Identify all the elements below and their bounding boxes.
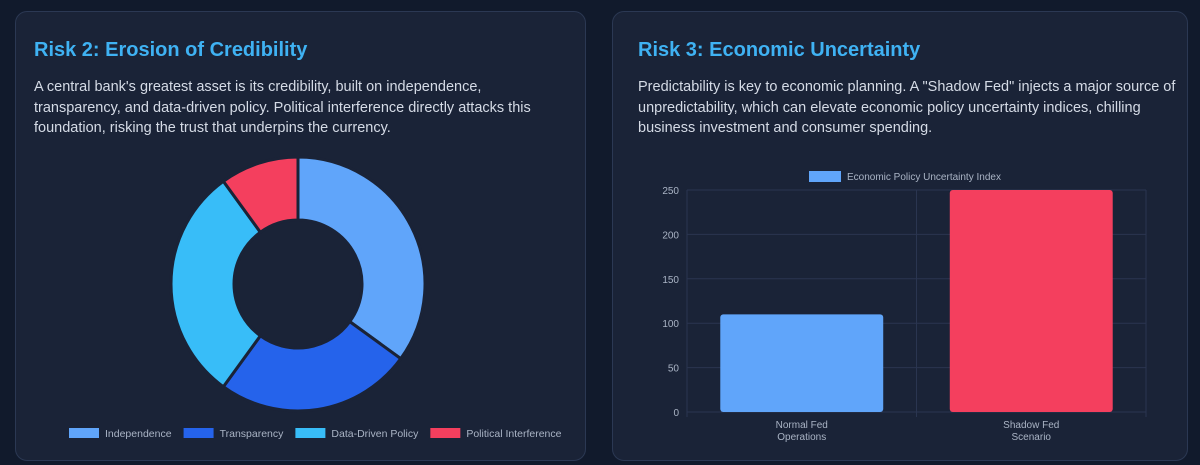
donut-slice-data-driven-policy xyxy=(169,179,263,389)
legend-label: Transparency xyxy=(220,428,285,440)
y-tick-label: 50 xyxy=(668,364,680,375)
legend-swatch xyxy=(809,171,841,182)
risk2-text: A central bank's greatest asset is its c… xyxy=(34,79,531,136)
legend-label: Political Interference xyxy=(466,428,561,440)
risk2-card: Risk 2: Erosion of Credibility A central… xyxy=(15,11,586,461)
y-tick-label: 100 xyxy=(662,319,679,330)
legend-label: Economic Policy Uncertainty Index xyxy=(847,172,1001,183)
risk3-text: Predictability is key to economic planni… xyxy=(638,79,1176,136)
x-tick-label: Scenario xyxy=(1012,432,1052,443)
legend-swatch xyxy=(69,428,99,438)
donut-slice-political-interference xyxy=(221,155,300,235)
risk2-title: Risk 2: Erosion of Credibility xyxy=(34,39,308,61)
y-tick-label: 250 xyxy=(662,186,679,197)
donut-slice-independence xyxy=(296,155,427,361)
donut-slice-transparency xyxy=(221,319,403,413)
y-tick-label: 200 xyxy=(662,230,679,241)
legend-swatch xyxy=(295,428,326,438)
donut-legend: Independence Transparency Data-Driven Poli… xyxy=(69,428,562,440)
legend-label: Independence xyxy=(105,428,172,440)
legend-swatch xyxy=(183,428,214,438)
donut-chart: Independence Transparency Data-Driven Poli… xyxy=(69,155,562,440)
legend-label: Data-Driven Policy xyxy=(331,428,419,440)
x-tick-label: Normal Fed xyxy=(776,420,828,431)
y-tick-label: 150 xyxy=(662,275,679,286)
x-tick-label: Shadow Fed xyxy=(1003,420,1059,431)
bar-chart: Economic Policy Uncertainty Index 0 50 100 1… xyxy=(662,171,1147,443)
risk3-card: Risk 3: Economic Uncertainty Predictabil… xyxy=(612,11,1188,461)
x-tick-label: Operations xyxy=(777,432,826,443)
bar-legend: Economic Policy Uncertainty Index xyxy=(809,171,1001,183)
risk3-title: Risk 3: Economic Uncertainty xyxy=(638,39,921,61)
y-tick-label: 0 xyxy=(673,408,679,419)
bar-normal-fed xyxy=(720,314,884,412)
legend-swatch xyxy=(430,428,461,438)
bar-shadow-fed xyxy=(949,190,1113,412)
